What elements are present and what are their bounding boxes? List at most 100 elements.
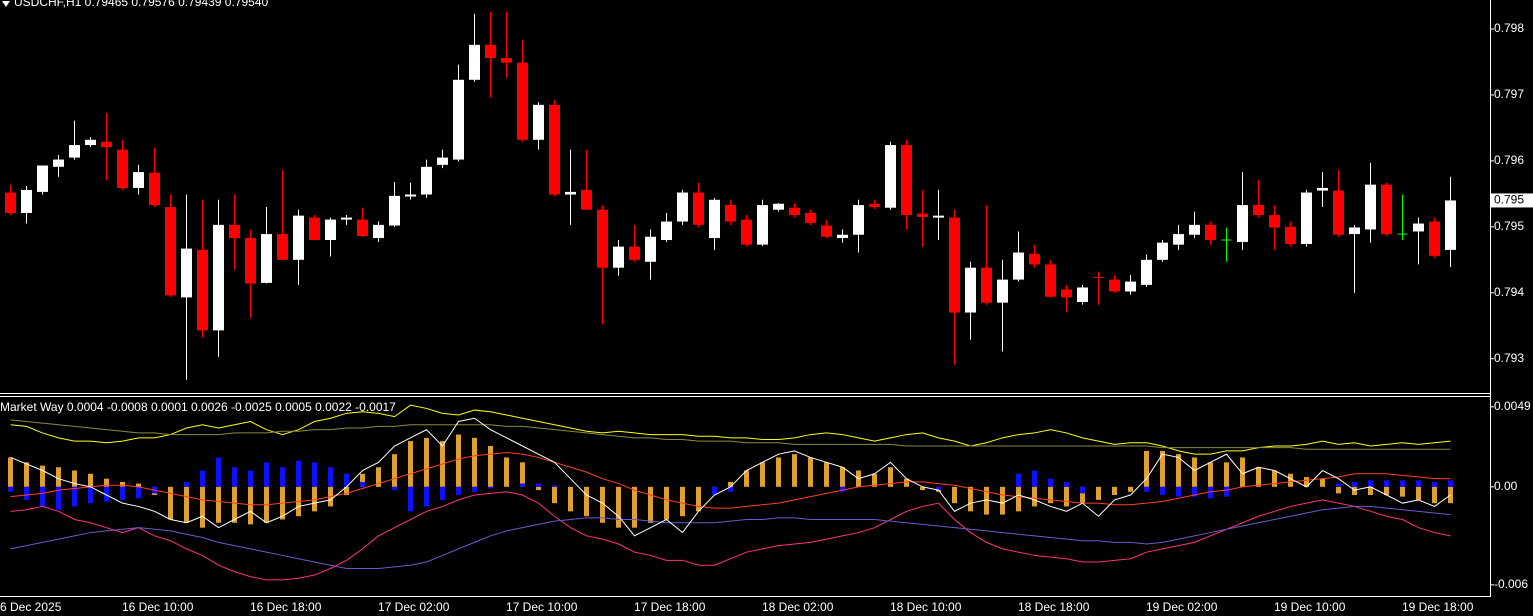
histogram-bar	[1176, 454, 1181, 487]
y-tick-label: 0.00	[1494, 479, 1518, 493]
candle-body	[997, 279, 1008, 303]
candle-body	[405, 194, 416, 197]
histogram-bar	[1416, 480, 1421, 487]
histogram-bar	[1064, 481, 1069, 487]
candle-body	[885, 145, 896, 208]
histogram-bar	[1048, 478, 1053, 487]
y-tick-label: 0.795	[1494, 219, 1524, 233]
histogram-bar	[376, 467, 381, 487]
candle-body	[565, 191, 576, 195]
histogram-bar	[584, 486, 589, 517]
candle-body	[1077, 287, 1088, 303]
histogram-bar	[408, 441, 413, 487]
candle-body	[1365, 184, 1376, 230]
histogram-bar	[536, 486, 541, 491]
candle-body	[1173, 234, 1184, 245]
histogram-bar	[72, 470, 77, 487]
y-tick-label: -0.006	[1494, 577, 1528, 591]
candle-body	[501, 58, 512, 63]
histogram-bar	[1224, 462, 1229, 487]
candle-body	[149, 172, 160, 206]
candle-body	[53, 159, 64, 167]
candle-body	[773, 203, 784, 210]
candle-body	[1413, 223, 1424, 232]
candle-body	[1061, 289, 1072, 298]
candle-body	[1445, 200, 1456, 250]
histogram-bar	[824, 462, 829, 487]
histogram-bar	[840, 486, 845, 492]
histogram-bar	[248, 470, 253, 487]
histogram-bar	[552, 486, 557, 504]
histogram-bar	[1208, 462, 1213, 487]
histogram-bar	[536, 483, 541, 487]
histogram-bar	[1064, 486, 1069, 507]
candle-body	[437, 157, 448, 165]
candle-body	[821, 225, 832, 237]
candle-body	[629, 246, 640, 260]
chart-title: USDCHF,H1 0.79465 0.79576 0.79439 0.7954…	[14, 0, 269, 9]
candle-body	[165, 207, 176, 296]
candle-body	[789, 207, 800, 215]
histogram-bar	[1192, 457, 1197, 487]
candle-body	[869, 203, 880, 208]
histogram-bar	[600, 486, 605, 523]
candle-body	[181, 248, 192, 298]
indicator-line	[10, 452, 1451, 509]
histogram-bar	[1432, 486, 1437, 504]
x-tick-label: 18 Dec 02:00	[762, 600, 834, 614]
histogram-bar	[888, 467, 893, 487]
indicator-line	[10, 404, 1451, 455]
histogram-bar	[72, 486, 77, 507]
histogram-bar	[264, 462, 269, 487]
candle-body	[1429, 221, 1440, 256]
candle-body	[485, 44, 496, 59]
histogram-bar	[1160, 486, 1165, 495]
candle-body	[949, 217, 960, 313]
candle-body	[1381, 184, 1392, 235]
histogram-bar	[424, 437, 429, 487]
histogram-bar	[440, 486, 445, 500]
histogram-bar	[1240, 457, 1245, 487]
last-price-label: 0.795	[1494, 193, 1524, 207]
candle-body	[917, 213, 928, 217]
histogram-bar	[40, 486, 45, 507]
histogram-bar	[984, 486, 989, 515]
candle-body	[309, 217, 320, 241]
y-tick-label: 0.796	[1494, 153, 1524, 167]
histogram-bar	[472, 486, 477, 492]
last-price-box	[1491, 193, 1533, 208]
indicator-title: Market Way 0.0004 -0.0008 0.0001 0.0026 …	[0, 400, 396, 414]
candle-body	[197, 249, 208, 331]
candle-body	[133, 172, 144, 188]
histogram-bar	[1336, 486, 1341, 494]
histogram-bar	[792, 454, 797, 487]
histogram-bar	[1080, 486, 1085, 504]
histogram-bar	[392, 454, 397, 487]
histogram-bar	[840, 467, 845, 487]
histogram-bar	[632, 486, 637, 528]
candle-body	[101, 141, 112, 148]
histogram-bar	[920, 486, 925, 491]
histogram-bar	[1144, 486, 1149, 492]
candle-body	[517, 62, 528, 140]
histogram-bar	[168, 486, 173, 520]
candle-body	[21, 189, 32, 213]
histogram-bar	[200, 470, 205, 487]
histogram-bar	[808, 457, 813, 487]
x-tick-label: 18 Dec 10:00	[890, 600, 962, 614]
candle-body	[117, 149, 128, 188]
y-tick-label: 0.798	[1494, 21, 1524, 35]
histogram-bar	[568, 486, 573, 512]
candle-body	[581, 189, 592, 210]
histogram-bar	[1096, 486, 1101, 500]
histogram-bar	[776, 457, 781, 487]
histogram-bar	[1016, 473, 1021, 487]
histogram-bar	[1400, 486, 1405, 497]
histogram-bar	[872, 473, 877, 487]
histogram-bar	[1048, 486, 1053, 504]
indicator-line	[10, 491, 1451, 581]
histogram-bar	[1400, 480, 1405, 487]
histogram-bar	[1368, 486, 1373, 495]
candle-body	[69, 145, 80, 158]
